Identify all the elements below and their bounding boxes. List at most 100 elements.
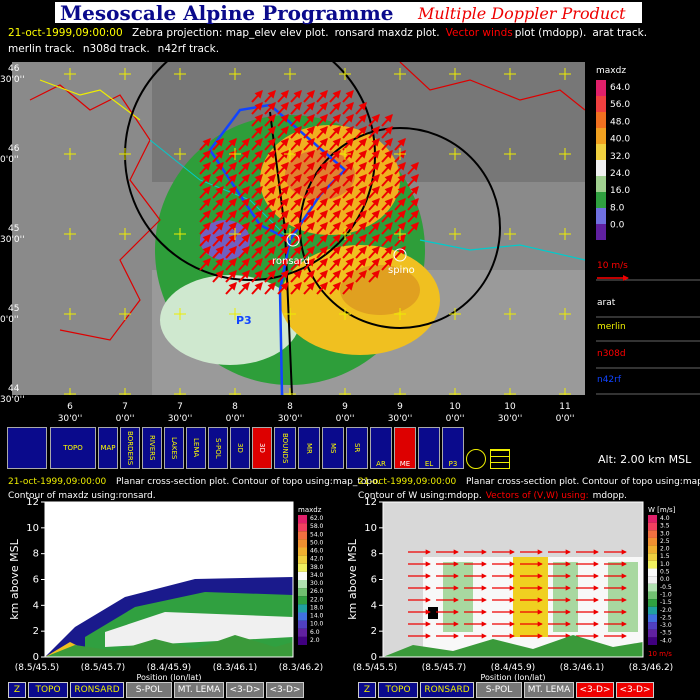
colorbar-label: 2.5 — [660, 538, 670, 545]
toolbar-button[interactable] — [466, 449, 486, 469]
wind-vector — [381, 126, 393, 139]
toolbar-button[interactable]: LEMA — [186, 427, 206, 469]
colorbar-swatch — [596, 192, 606, 208]
toolbar-button[interactable]: 3D — [252, 427, 272, 469]
section-button[interactable]: TOPO — [378, 682, 418, 698]
lat-label: 46 — [8, 144, 20, 154]
wind-vector — [355, 198, 367, 211]
wind-vector — [251, 102, 263, 115]
toolbar-button[interactable]: EL — [418, 427, 440, 469]
info-text: Vector winds — [445, 27, 513, 39]
lon-label: 30'0'' — [278, 414, 303, 424]
colorbar-label: 14.0 — [310, 613, 324, 620]
grid-cross — [394, 228, 406, 240]
wind-vector — [381, 234, 393, 247]
wind-vector — [329, 174, 341, 187]
toolbar-button[interactable]: TOPO — [50, 427, 96, 469]
colorbar-label: 1.5 — [660, 553, 670, 560]
toolbar-button[interactable]: P3 — [442, 427, 464, 469]
grid-cross — [394, 148, 406, 160]
x-tick-label: (8.4/45.9) — [147, 663, 191, 673]
wind-vector — [251, 126, 263, 139]
toolbar-button[interactable]: S-POL — [208, 427, 228, 469]
toolbar-button[interactable]: MS — [322, 427, 344, 469]
section-button[interactable]: TOPO — [28, 682, 68, 698]
section-button[interactable]: S-POL — [476, 682, 522, 698]
wind-vector — [381, 198, 393, 211]
wind-vector — [316, 162, 328, 175]
section-button[interactable]: <3-D> — [266, 682, 304, 698]
wind-vector — [407, 198, 419, 211]
toolbar-button[interactable]: ME — [394, 427, 416, 469]
toolbar-button[interactable]: LAKES — [164, 427, 184, 469]
wind-vector — [212, 174, 224, 187]
logo-button[interactable] — [7, 427, 47, 469]
section-button[interactable]: <3-D> — [226, 682, 264, 698]
toolbar-button[interactable]: AR — [370, 427, 392, 469]
wind-vector — [277, 258, 289, 271]
toolbar-button[interactable] — [490, 449, 510, 469]
grid-cross — [504, 68, 516, 80]
colorbar-label: 0.0 — [610, 221, 625, 231]
section-button[interactable]: <3-D> — [576, 682, 614, 698]
wind-vector — [316, 174, 328, 187]
y-tick-label: 10 — [364, 523, 377, 534]
wind-vector — [329, 186, 341, 199]
section-button[interactable]: RONSARD — [70, 682, 124, 698]
toolbar-button[interactable]: RIVERS — [142, 427, 162, 469]
wind-vector — [316, 234, 328, 247]
wind-vector — [329, 102, 341, 115]
map-legend: maxdz 64.0 56.0 48.0 40.0 32.0 24.0 16.0 8.0 0.0 1… — [596, 66, 700, 395]
wind-vector — [368, 222, 380, 235]
wind-vector — [368, 114, 380, 127]
toolbar-button[interactable]: MAP — [98, 427, 118, 469]
toolbar-button[interactable]: BOUNDS — [274, 427, 296, 469]
grid-cross — [449, 228, 461, 240]
wind-vector — [238, 234, 250, 247]
section-button[interactable]: RONSARD — [420, 682, 474, 698]
wind-vector — [277, 270, 289, 283]
colorbar-swatch — [596, 80, 606, 96]
lon-label: 8 — [287, 402, 293, 412]
wind-vector — [290, 126, 302, 139]
echo — [608, 562, 638, 632]
section-button[interactable]: Z — [358, 682, 376, 698]
grid-cross — [64, 68, 76, 80]
colorbar-swatch — [298, 515, 307, 524]
altitude-label: Alt: 2.00 km MSL — [598, 453, 692, 466]
section-caption: mdopp. — [592, 491, 627, 501]
section-button[interactable]: MT. LEMA — [524, 682, 574, 698]
wind-vector — [290, 222, 302, 235]
app-title: Mesoscale Alpine Programme — [60, 1, 394, 25]
wind-vector — [199, 246, 211, 259]
colorbar-title: maxdz — [298, 506, 322, 514]
section-button[interactable]: MT. LEMA — [174, 682, 224, 698]
wind-vector — [303, 270, 315, 283]
section-button[interactable]: Z — [8, 682, 26, 698]
grid-crosses — [64, 68, 571, 395]
colorbar-label: 40.0 — [610, 135, 630, 145]
wind-vector — [316, 138, 328, 151]
wind-vector — [355, 114, 367, 127]
wind-vector — [238, 210, 250, 223]
grid-cross — [119, 308, 131, 320]
grid-cross — [339, 388, 351, 395]
wind-vector — [264, 138, 276, 151]
colorbar-label: 18.0 — [310, 604, 324, 611]
toolbar-button[interactable]: 3D — [230, 427, 250, 469]
toolbar-button[interactable]: SR — [346, 427, 368, 469]
toolbar-button[interactable]: MR — [298, 427, 320, 469]
section-button[interactable]: <3-D> — [616, 682, 654, 698]
wind-vector — [251, 258, 263, 271]
lat-label: 30'0'' — [0, 75, 25, 85]
section-button[interactable]: S-POL — [126, 682, 172, 698]
toolbar-button[interactable]: BORDERS — [120, 427, 140, 469]
wind-vector — [316, 114, 328, 127]
info-text: arat track. — [592, 27, 648, 39]
grid-cross — [339, 148, 351, 160]
wind-vector — [368, 234, 380, 247]
wind-vector — [199, 258, 211, 271]
wind-vector — [264, 234, 276, 247]
wind-vector — [329, 246, 341, 259]
